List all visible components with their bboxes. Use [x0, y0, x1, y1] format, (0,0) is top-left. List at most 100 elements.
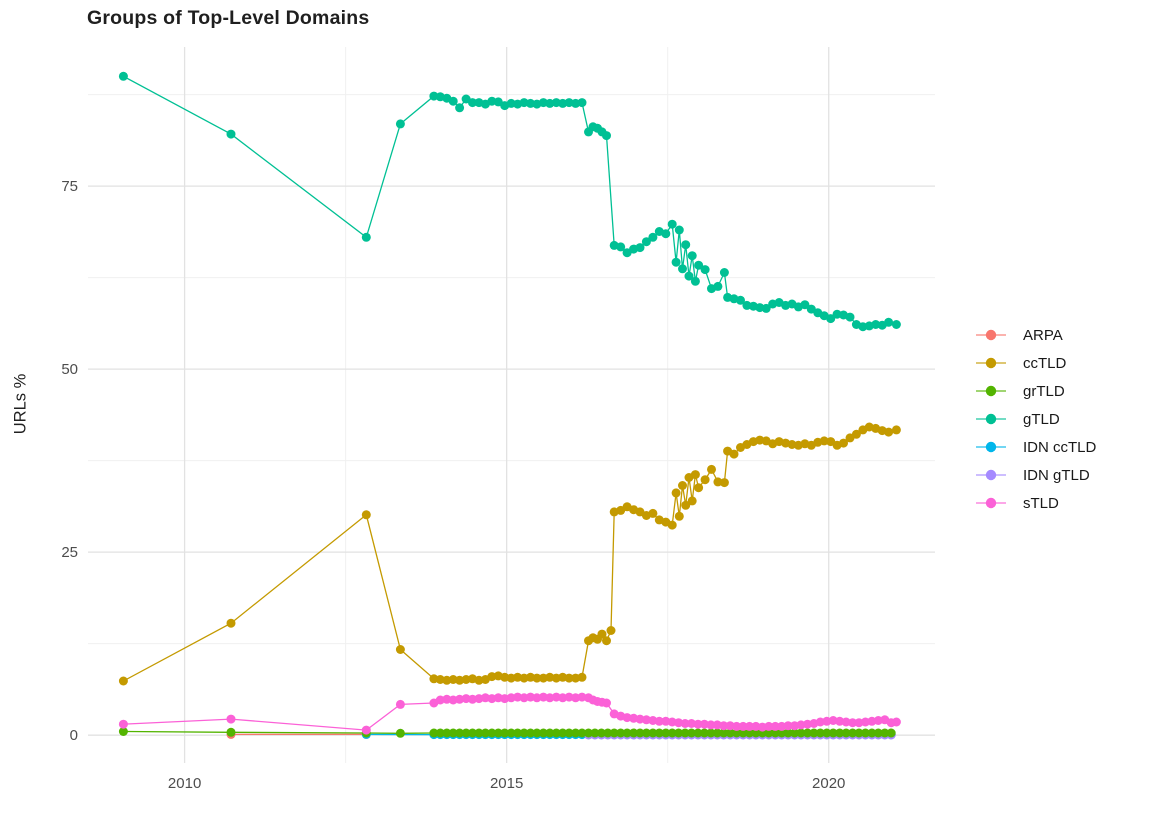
data-point: [835, 728, 845, 738]
data-point: [815, 717, 825, 727]
x-tick-label: 2010: [168, 775, 201, 792]
data-point: [690, 276, 700, 286]
data-point: [873, 728, 883, 738]
data-point: [822, 728, 832, 738]
legend-key-dot: [985, 385, 997, 397]
data-point: [700, 265, 710, 275]
data-point: [609, 728, 619, 738]
data-point: [648, 508, 658, 518]
data-point: [884, 317, 894, 327]
data-point: [654, 716, 664, 726]
data-point: [678, 264, 687, 274]
data-point: [118, 727, 128, 736]
x-tick-label: 2020: [812, 775, 845, 792]
series-line-gtld: [123, 75, 897, 328]
data-point: [361, 510, 371, 520]
data-point: [448, 96, 458, 106]
data-point: [461, 728, 471, 738]
data-point: [770, 721, 780, 731]
data-point: [361, 725, 371, 735]
data-point: [751, 728, 761, 738]
legend-label: sTLD: [1023, 494, 1059, 512]
data-point: [455, 694, 465, 704]
data-point: [513, 692, 523, 702]
series-stld: [118, 692, 901, 735]
legend-item-cctld: ccTLD: [973, 349, 1096, 377]
data-point: [687, 496, 697, 506]
data-point: [725, 728, 735, 738]
y-tick-label: 75: [61, 178, 78, 195]
data-point: [629, 728, 639, 738]
data-point: [468, 694, 477, 704]
chart-title: Groups of Top-Level Domains: [87, 7, 370, 29]
data-point: [596, 728, 606, 738]
legend-key-dot: [985, 357, 997, 369]
data-point: [707, 464, 716, 474]
legend-item-grtld: grTLD: [973, 377, 1096, 405]
data-point: [361, 232, 371, 242]
data-point: [648, 232, 658, 242]
data-point: [884, 427, 894, 437]
data-point: [635, 243, 645, 253]
data-point: [680, 719, 690, 728]
data-point: [564, 728, 574, 738]
series-arpa: [226, 729, 371, 739]
data-point: [532, 673, 542, 683]
y-tick-label: 50: [61, 361, 78, 378]
data-point: [809, 728, 819, 738]
data-point: [395, 728, 405, 738]
data-point: [800, 300, 810, 310]
legend-label: ccTLD: [1023, 354, 1067, 372]
data-point: [680, 728, 690, 738]
data-point: [395, 699, 405, 709]
data-point: [719, 721, 729, 731]
y-tick-label: 25: [61, 544, 78, 561]
data-point: [687, 719, 696, 728]
data-point: [602, 131, 611, 141]
data-point: [700, 475, 710, 485]
data-point: [891, 425, 901, 435]
data-point: [699, 719, 709, 729]
data-point: [841, 728, 851, 738]
data-point: [761, 303, 771, 313]
data-point: [226, 714, 236, 724]
legend-key-icon: [976, 329, 1006, 341]
data-point: [719, 478, 729, 488]
data-point: [395, 119, 405, 129]
data-point: [487, 728, 497, 738]
data-point: [713, 477, 723, 487]
data-point: [442, 728, 452, 738]
legend-label: ARPA: [1023, 326, 1063, 344]
data-point: [538, 728, 548, 738]
data-point: [226, 727, 236, 737]
data-point: [873, 716, 883, 725]
data-point: [564, 692, 574, 702]
legend-label: IDN ccTLD: [1023, 438, 1097, 456]
data-point: [577, 98, 587, 108]
legend-label: gTLD: [1023, 410, 1060, 428]
data-point: [226, 129, 236, 139]
data-point: [590, 728, 600, 738]
data-point: [860, 728, 870, 738]
data-point: [435, 695, 445, 705]
data-point: [635, 728, 645, 738]
data-point: [616, 728, 626, 738]
data-point: [667, 219, 677, 229]
data-point: [819, 436, 829, 446]
axis-tick-labels: 0 25 50 75 2010 2015 2020: [61, 178, 845, 792]
legend-key-dot: [985, 441, 997, 453]
data-point: [493, 728, 503, 738]
data-point: [674, 225, 684, 235]
data-point: [891, 717, 901, 727]
data-point: [500, 728, 510, 738]
data-point: [648, 728, 658, 738]
data-point: [435, 728, 445, 738]
data-point: [577, 692, 587, 702]
data-point: [641, 715, 651, 725]
data-point: [226, 618, 236, 628]
data-point: [603, 728, 613, 738]
data-point: [667, 520, 677, 530]
data-point: [839, 438, 848, 448]
legend-key-icon: [976, 357, 1006, 369]
